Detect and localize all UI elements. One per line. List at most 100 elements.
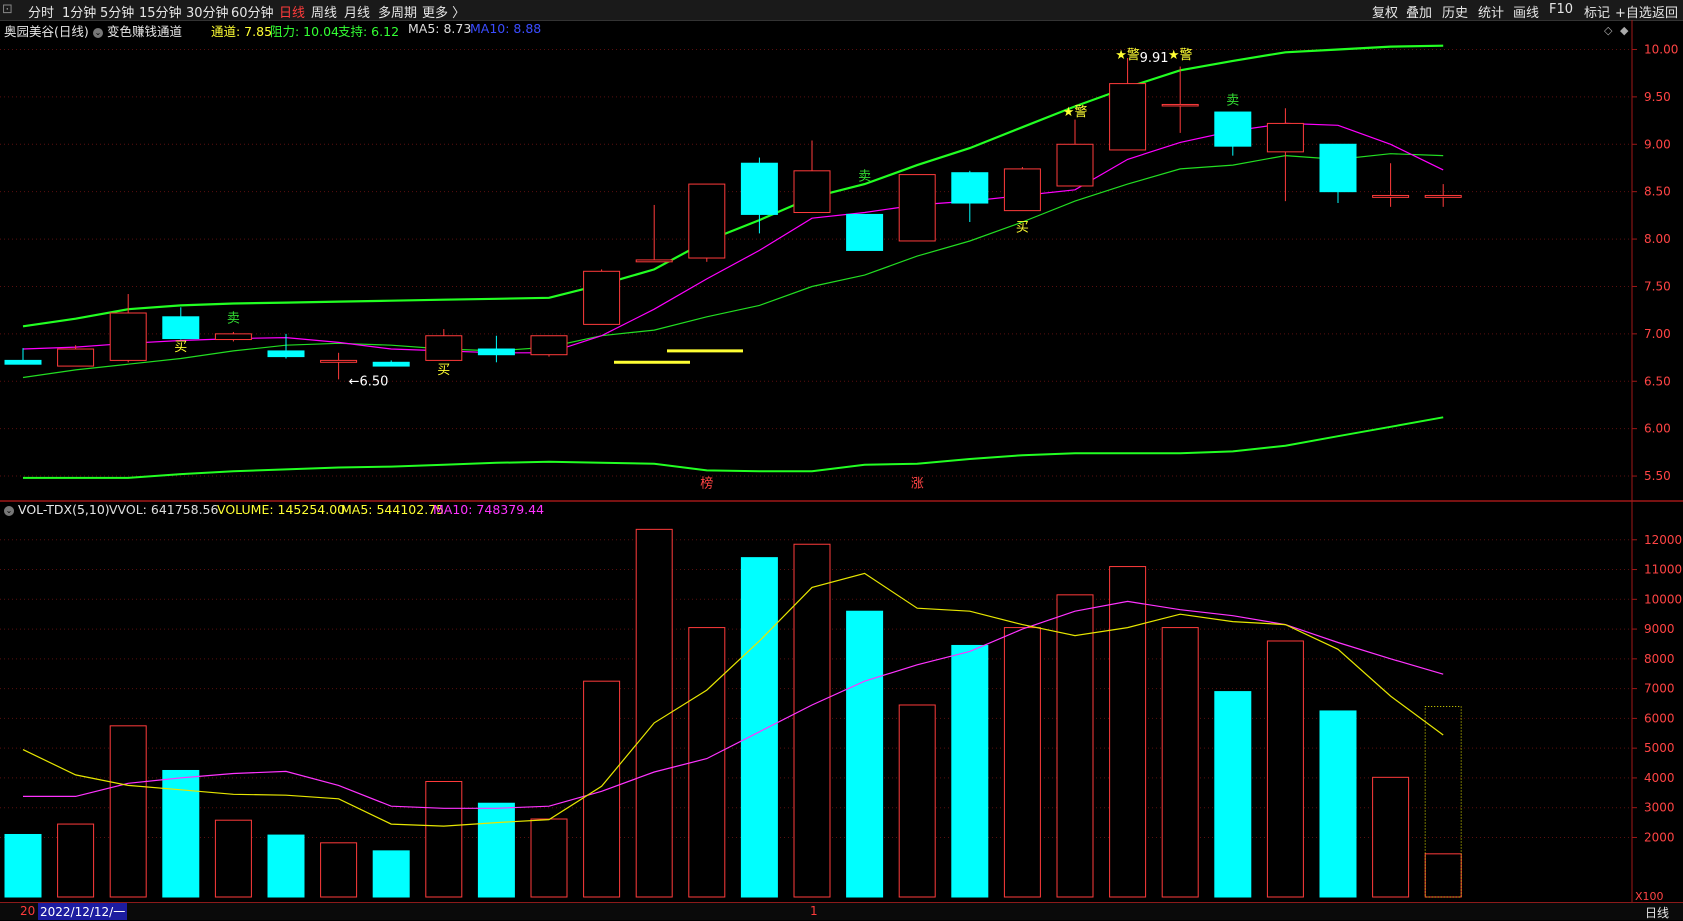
- toolbar-button-0[interactable]: 复权: [1372, 6, 1399, 21]
- date-start-stub: 20: [20, 904, 36, 918]
- toolbar-button-6[interactable]: 标记: [1584, 6, 1611, 21]
- volume-tick-label: 4000: [1644, 771, 1675, 785]
- volume-bar: [951, 644, 989, 898]
- tab-period-8[interactable]: 月线: [344, 6, 371, 21]
- tab-period-4[interactable]: 30分钟: [186, 6, 229, 21]
- toolbar-button-1[interactable]: 叠加: [1406, 6, 1433, 21]
- toolbar-button-2[interactable]: 历史: [1442, 6, 1469, 21]
- volume-bar: [1424, 853, 1462, 898]
- volume-tick-label: 8000: [1644, 652, 1675, 666]
- volume-bar: [1372, 776, 1410, 898]
- candle-body: [1056, 143, 1094, 187]
- candle-body: [1109, 83, 1147, 151]
- channel-upper-line: [22, 44, 1444, 328]
- chart-annotation: 买: [1016, 221, 1029, 236]
- volume-tick-label: 12000: [1644, 533, 1682, 547]
- chevron-down-icon: ⌄: [93, 27, 103, 38]
- candle-body: [1003, 168, 1041, 212]
- chart-annotation: 买: [174, 340, 187, 355]
- toolbar-button-3[interactable]: 统计: [1478, 6, 1505, 21]
- volume-bar: [530, 818, 568, 898]
- candle-body: [162, 316, 200, 340]
- tab-period-10[interactable]: 更多 〉: [422, 6, 466, 21]
- price-tick-label: 5.50: [1644, 469, 1671, 483]
- diamond-filled-icon: ◆: [1620, 24, 1629, 37]
- volume-tick-label: 3000: [1644, 801, 1675, 815]
- volume-bar: [57, 823, 95, 898]
- volume-bar: [688, 627, 726, 898]
- volume-bar: [267, 834, 305, 898]
- diamond-icon: ◇: [1604, 24, 1613, 37]
- volume-ma5-value: MA5: 544102.75: [341, 502, 445, 517]
- volume-indicator-selector[interactable]: ⌄ VOL-TDX(5,10): [4, 502, 110, 517]
- chart-annotation: ←6.50: [349, 374, 389, 389]
- price-tick-label: 7.50: [1644, 279, 1671, 293]
- volume-ma5-line: [22, 572, 1444, 827]
- volume-tick-label: 6000: [1644, 711, 1675, 725]
- price-tick-label: 7.00: [1644, 327, 1671, 341]
- toolbar-button-7[interactable]: +自选: [1615, 6, 1652, 21]
- volume-bar: [793, 543, 831, 898]
- volume-bar: [1319, 710, 1357, 898]
- price-tick-label: 8.50: [1644, 185, 1671, 199]
- candle-body: [846, 213, 884, 251]
- chart-annotation: 榜: [700, 476, 713, 492]
- volume-bar: [583, 680, 621, 898]
- date-axis-bar: 20 2022/12/12/一 1 日线: [0, 902, 1683, 920]
- tab-period-9[interactable]: 多周期: [378, 6, 418, 21]
- volume-bar: [846, 610, 884, 898]
- volume-bar: [635, 528, 673, 898]
- toolbar-button-8[interactable]: 返回: [1652, 6, 1679, 21]
- indicator-name: 变色赚钱通道: [106, 24, 182, 39]
- candle-body: [477, 348, 515, 356]
- tab-period-1[interactable]: 1分钟: [62, 6, 97, 21]
- volume-bar: [1214, 691, 1252, 898]
- ma10-value: MA10: 8.88: [470, 21, 542, 36]
- volume-bar: [1109, 566, 1147, 898]
- channel-lower-line: [23, 416, 1444, 479]
- toolbar-button-4[interactable]: 画线: [1513, 6, 1540, 21]
- tab-period-6[interactable]: 日线: [279, 6, 306, 21]
- candle-body: [214, 333, 252, 341]
- candle-body: [898, 174, 936, 242]
- period-label[interactable]: 日线: [1645, 906, 1670, 920]
- ma5-line: [22, 122, 1444, 354]
- resistance-value: 阻力: 10.04: [270, 24, 339, 39]
- price-tick-label: 6.50: [1644, 374, 1671, 388]
- chevron-down-icon: ⌄: [4, 505, 14, 516]
- support-value: 支持: 6.12: [338, 24, 400, 39]
- volume-tick-label: 5000: [1644, 741, 1675, 755]
- volume-indicator-name: VOL-TDX(5,10): [17, 502, 110, 517]
- candle-body: [372, 361, 410, 367]
- chart-annotation: 卖: [1226, 94, 1239, 109]
- volume-bar: [425, 780, 463, 898]
- price-tick-label: 6.00: [1644, 422, 1671, 436]
- month-marker: 1: [810, 904, 818, 918]
- tab-period-3[interactable]: 15分钟: [139, 6, 182, 21]
- candle-body: [1266, 122, 1304, 153]
- tab-period-7[interactable]: 周线: [311, 6, 338, 21]
- volume-tick-label: 11000: [1644, 563, 1682, 577]
- candle-body: [4, 359, 42, 365]
- volume-ma10-line: [23, 600, 1444, 809]
- candle-body: [1424, 194, 1462, 198]
- chart-annotation: ★警: [1168, 47, 1193, 63]
- tab-period-5[interactable]: 60分钟: [231, 6, 274, 21]
- volume-bar: [4, 833, 42, 898]
- chart-annotation: ★警: [1115, 47, 1140, 63]
- volume-bar: [162, 769, 200, 898]
- tab-period-2[interactable]: 5分钟: [100, 6, 135, 21]
- candle-body: [583, 270, 621, 325]
- volume-bar: [1266, 640, 1304, 898]
- indicator-selector[interactable]: ⌄ 变色赚钱通道: [93, 21, 182, 40]
- candle-body: [320, 359, 358, 363]
- candle-body: [1372, 194, 1410, 198]
- chart-annotation: 9.91: [1140, 51, 1169, 66]
- chart-annotation: ★警: [1063, 104, 1088, 120]
- volume-tick-label: 10000: [1644, 592, 1682, 606]
- tab-period-0[interactable]: 分时: [28, 6, 55, 21]
- window-menu-icon[interactable]: ⊡: [2, 2, 13, 17]
- toolbar-button-5[interactable]: F10: [1549, 2, 1574, 17]
- volume-tick-label: 7000: [1644, 682, 1675, 696]
